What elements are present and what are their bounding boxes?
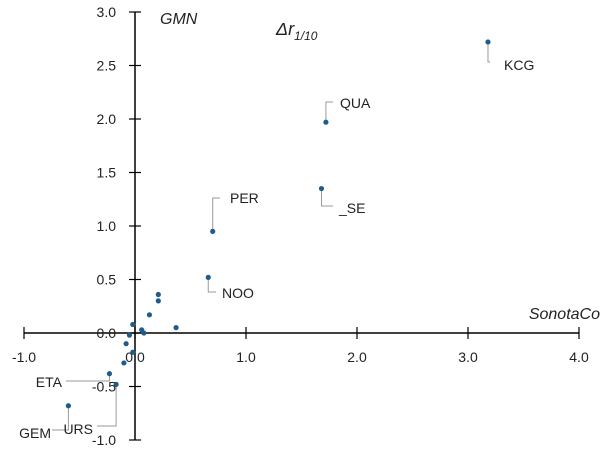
leader-line [97, 384, 117, 427]
data-point [155, 298, 161, 304]
point-label: URS [63, 421, 93, 437]
leader-line [212, 197, 220, 232]
y-tick-label: 2.0 [97, 111, 117, 127]
data-point [173, 325, 179, 331]
x-axis-title: SonotaCo [529, 306, 600, 323]
y-tick-label: 3.0 [97, 4, 117, 20]
y-tick-label: 1.0 [97, 218, 117, 234]
y-tick-label: 0.5 [97, 272, 117, 288]
point-label: KCG [504, 57, 534, 73]
data-point [130, 349, 136, 355]
data-point [323, 119, 329, 125]
data-point [210, 228, 216, 234]
point-label: PER [230, 190, 259, 206]
leader-line [207, 277, 216, 293]
data-point [485, 39, 491, 45]
y-tick-label: 2.5 [97, 58, 117, 74]
data-point [126, 332, 133, 338]
point-label: QUA [340, 95, 371, 111]
data-point [123, 341, 129, 347]
y-axis-title: GMN [160, 11, 198, 28]
y-tick-label: -0.5 [92, 379, 116, 395]
data-point [155, 291, 161, 298]
x-tick-label: 1.0 [236, 349, 256, 365]
data-point [106, 371, 113, 377]
leader-line [487, 41, 490, 63]
point-label: NOO [222, 285, 254, 301]
chart-title-subscript: 1/10 [294, 29, 318, 43]
point-label: GEM [19, 425, 51, 441]
data-point [121, 360, 127, 366]
x-tick-label: 3.0 [458, 349, 478, 365]
data-point [146, 312, 153, 318]
y-tick-label: 0.0 [97, 325, 117, 341]
x-tick-label: 0.0 [125, 349, 145, 365]
leader-line [52, 405, 69, 431]
chart-title: Δr1/10 [275, 19, 318, 43]
data-point [141, 330, 147, 336]
data-point [205, 274, 211, 280]
chart-title-main: Δr [275, 19, 295, 39]
data-point [113, 381, 119, 387]
leader-line [320, 188, 333, 207]
point-label: ETA [36, 374, 63, 390]
x-tick-label: 2.0 [347, 349, 367, 365]
y-tick-label: -1.0 [92, 432, 116, 448]
data-point [65, 403, 71, 409]
x-tick-label: -1.0 [12, 349, 36, 365]
y-tick-label: 1.5 [97, 165, 117, 181]
point-label: _SE [338, 200, 365, 216]
data-point [130, 321, 136, 328]
data-point [318, 185, 325, 192]
x-tick-label: 4.0 [569, 349, 589, 365]
leader-line [325, 101, 333, 123]
